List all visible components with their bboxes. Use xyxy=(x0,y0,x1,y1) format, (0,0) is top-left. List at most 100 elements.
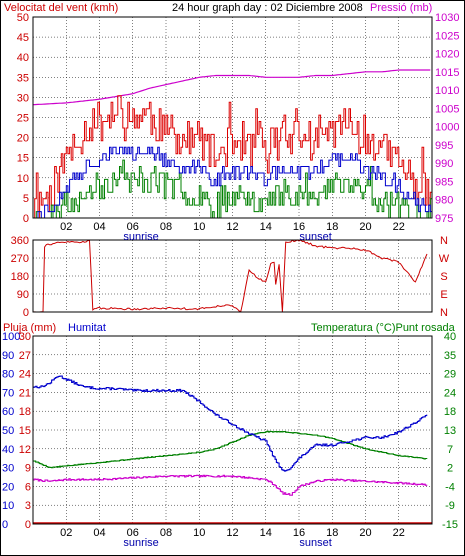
wind-sunset-label: sunset xyxy=(299,231,331,243)
humidity-tick-label: 100 xyxy=(2,331,20,343)
climate-hour-label: 22 xyxy=(393,527,405,539)
humidity-tick-label: 80 xyxy=(2,369,14,381)
pressure-axis-title: Pressió (mb) xyxy=(370,2,432,14)
wind-avg-line xyxy=(33,146,433,219)
wind-tick-label: 40 xyxy=(17,52,29,64)
temperature-tick-label: 24 xyxy=(444,387,456,399)
rain-tick-label: 27 xyxy=(19,350,31,362)
climate-hour-label: 04 xyxy=(93,527,105,539)
rain-tick-label: 18 xyxy=(19,406,31,418)
wind-axis-title: Velocitat del vent (kmh) xyxy=(4,2,118,14)
pressure-tick-label: 1000 xyxy=(435,122,459,134)
rain-tick-label: 9 xyxy=(25,463,31,475)
pressure-tick-label: 1015 xyxy=(435,67,459,79)
dewpoint-line xyxy=(33,474,428,496)
wind-hour-label: 22 xyxy=(393,221,405,233)
direction-tick-label: 90 xyxy=(17,289,29,301)
wind-hour-label: 12 xyxy=(226,221,238,233)
rain-tick-label: 0 xyxy=(25,519,31,531)
rain-tick-label: 3 xyxy=(25,500,31,512)
wind-tick-label: 30 xyxy=(17,92,29,104)
series-layer xyxy=(32,69,433,524)
pressure-tick-label: 1025 xyxy=(435,30,459,42)
humidity-tick-label: 10 xyxy=(2,500,14,512)
compass-tick-label: E xyxy=(440,289,447,301)
pressure-tick-label: 995 xyxy=(435,140,453,152)
climate-hour-label: 06 xyxy=(127,527,139,539)
wind-hour-label: 18 xyxy=(326,221,338,233)
climate-hour-label: 10 xyxy=(193,527,205,539)
direction-tick-label: 0 xyxy=(23,307,29,319)
temperature-tick-label: 18 xyxy=(444,406,456,418)
temperature-tick-label: 35 xyxy=(444,350,456,362)
pressure-tick-label: 980 xyxy=(435,195,453,207)
climate-sunrise-label: sunrise xyxy=(123,537,158,549)
climate-sunset-label: sunset xyxy=(299,537,331,549)
compass-tick-label: W xyxy=(439,253,450,265)
rain-tick-label: 12 xyxy=(19,444,31,456)
rain-tick-label: 30 xyxy=(19,331,31,343)
rain-tick-label: 6 xyxy=(25,481,31,493)
temperature-tick-label: -15 xyxy=(442,519,458,531)
temperature-axis-title: Temperatura (°C)Punt rosada xyxy=(311,322,456,334)
rain-axis-title: Pluja (mm) xyxy=(3,322,56,334)
climate-hour-label: 18 xyxy=(326,527,338,539)
pressure-tick-label: 1030 xyxy=(435,12,459,24)
direction-panel-frame xyxy=(32,239,433,313)
humidity-tick-label: 50 xyxy=(2,425,14,437)
pressure-tick-label: 990 xyxy=(435,158,453,170)
wind-hour-label: 04 xyxy=(93,221,105,233)
climate-hour-label: 02 xyxy=(60,527,72,539)
temperature-tick-label: 7 xyxy=(447,444,453,456)
direction-line xyxy=(32,239,428,313)
wind-tick-label: 20 xyxy=(17,133,29,145)
wind-tick-label: 0 xyxy=(23,213,29,225)
humidity-tick-label: 90 xyxy=(2,350,14,362)
pressure-line xyxy=(32,69,431,106)
wind-tick-label: 50 xyxy=(17,12,29,24)
pressure-tick-label: 975 xyxy=(435,213,453,225)
wind-sunrise-label: sunrise xyxy=(123,231,158,243)
wind-tick-label: 45 xyxy=(17,32,29,44)
temperature-tick-label: 13 xyxy=(444,425,456,437)
temperature-tick-label: -9 xyxy=(445,500,455,512)
climate-hour-label: 08 xyxy=(160,527,172,539)
wind-gust-line xyxy=(33,95,432,219)
compass-tick-label: N xyxy=(440,235,448,247)
compass-tick-label: N xyxy=(440,307,448,319)
wind-hour-label: 08 xyxy=(160,221,172,233)
humidity-axis-title: Humitat xyxy=(68,322,106,334)
wind-tick-label: 10 xyxy=(17,173,29,185)
compass-tick-label: S xyxy=(440,271,447,283)
climate-hour-label: 20 xyxy=(359,527,371,539)
wind-panel-frame xyxy=(32,16,433,219)
ticks-layer: 0510152025303540455097598098599099510001… xyxy=(2,12,459,549)
frames-layer xyxy=(32,16,433,525)
wind-tick-label: 15 xyxy=(17,153,29,165)
humidity-tick-label: 0 xyxy=(2,519,8,531)
pressure-tick-label: 1005 xyxy=(435,103,459,115)
temperature-line xyxy=(33,430,428,469)
temperature-tick-label: -4 xyxy=(445,481,455,493)
humidity-tick-label: 30 xyxy=(2,463,14,475)
climate-panel-frame xyxy=(32,335,433,525)
pressure-tick-label: 985 xyxy=(435,176,453,188)
wind-tick-label: 35 xyxy=(17,72,29,84)
rain-tick-label: 21 xyxy=(19,387,31,399)
climate-hour-label: 12 xyxy=(226,527,238,539)
rain-tick-label: 15 xyxy=(19,425,31,437)
direction-tick-label: 360 xyxy=(11,235,29,247)
wind-hour-label: 06 xyxy=(127,221,139,233)
wind-hour-label: 14 xyxy=(260,221,272,233)
wind-min-line xyxy=(33,159,433,219)
wind-tick-label: 25 xyxy=(17,113,29,125)
temperature-tick-label: 2 xyxy=(447,463,453,475)
temperature-tick-label: 40 xyxy=(444,331,456,343)
temperature-tick-label: 29 xyxy=(444,369,456,381)
wind-hour-label: 10 xyxy=(193,221,205,233)
wind-tick-label: 5 xyxy=(23,193,29,205)
pressure-tick-label: 1010 xyxy=(435,85,459,97)
pressure-tick-label: 1020 xyxy=(435,49,459,61)
